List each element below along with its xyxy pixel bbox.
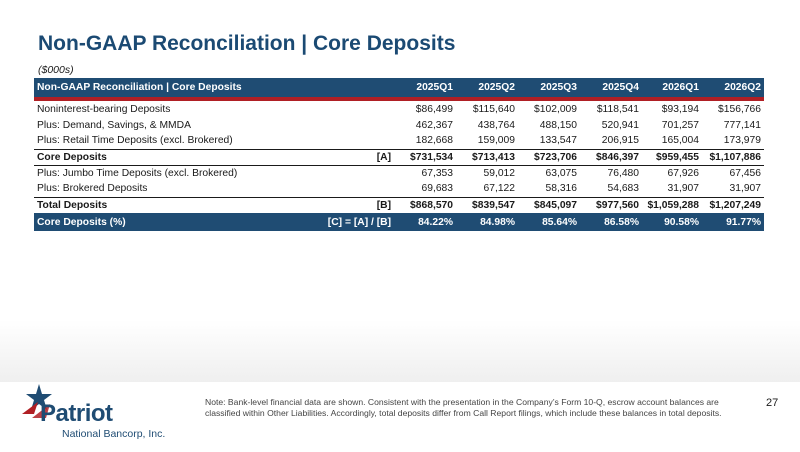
logo-wordmark: Patriot xyxy=(40,400,113,427)
header-cell-2025q4: 2025Q4 xyxy=(580,78,642,97)
table-cell: $977,560 xyxy=(580,196,642,213)
row-ref: [C] = [A] / [B] xyxy=(284,213,394,231)
table-cell: 701,257 xyxy=(661,119,699,131)
table-cell: $102,009 xyxy=(534,103,577,115)
row-ref xyxy=(284,181,394,197)
table-row-core-deposits-pct: Core Deposits (%) [C] = [A] / [B] 84.22%… xyxy=(34,213,764,231)
table-cell: 76,480 xyxy=(607,167,640,179)
table-cell: $845,097 xyxy=(518,196,580,213)
table-row-total-deposits: Total Deposits [B] $868,570 $839,547 $84… xyxy=(34,196,764,213)
table-row: Plus: Jumbo Time Deposits (excl. Brokere… xyxy=(34,165,764,181)
table-cell: 67,122 xyxy=(483,183,516,195)
header-cell-2025q3: 2025Q3 xyxy=(518,78,580,97)
table-cell: 438,764 xyxy=(477,119,515,131)
table-cell: 85.64% xyxy=(518,213,580,231)
table-cell: $115,640 xyxy=(472,103,515,115)
table-cell: 159,009 xyxy=(477,135,515,147)
footnote: Note: Bank-level financial data are show… xyxy=(205,397,722,418)
table-cell: 91.77% xyxy=(702,213,764,231)
table-cell: $713,413 xyxy=(456,148,518,166)
table-row-core-deposits: Core Deposits [A] $731,534 $713,413 $723… xyxy=(34,148,764,166)
footer-gradient-band xyxy=(0,320,800,382)
table-cell: 67,926 xyxy=(667,167,700,179)
table-cell: 63,075 xyxy=(545,167,578,179)
table-cell: 84.98% xyxy=(456,213,518,231)
row-label: Plus: Jumbo Time Deposits (excl. Brokere… xyxy=(37,167,238,179)
table-header-row: Non-GAAP Reconciliation | Core Deposits … xyxy=(34,78,764,97)
table-cell: 462,367 xyxy=(415,119,453,131)
table-cell: $731,534 xyxy=(394,148,456,166)
table-cell: 173,979 xyxy=(723,135,761,147)
table-cell: $86,499 xyxy=(415,103,453,115)
table-cell: 31,907 xyxy=(667,183,700,195)
reconciliation-table: Non-GAAP Reconciliation | Core Deposits … xyxy=(34,78,764,231)
table-row: Plus: Retail Time Deposits (excl. Broker… xyxy=(34,133,764,149)
table-cell: $1,059,288 xyxy=(642,196,702,213)
header-cell-2025q1: 2025Q1 xyxy=(394,78,456,97)
header-cell-2026q1: 2026Q1 xyxy=(642,78,702,97)
row-label: Total Deposits xyxy=(34,196,284,213)
table-cell: 67,456 xyxy=(729,167,762,179)
table-cell: $1,107,886 xyxy=(702,148,764,166)
row-label: Core Deposits (%) xyxy=(34,213,284,231)
table-cell: 206,915 xyxy=(601,135,639,147)
page-number: 27 xyxy=(766,397,779,409)
table-cell: $959,455 xyxy=(642,148,702,166)
table-cell: $868,570 xyxy=(394,196,456,213)
table-cell: 86.58% xyxy=(580,213,642,231)
table-cell: $118,541 xyxy=(596,103,639,115)
table-cell: 488,150 xyxy=(539,119,577,131)
table-cell: 59,012 xyxy=(483,167,516,179)
table-cell: 58,316 xyxy=(545,183,578,195)
units-label: ($000s) xyxy=(38,64,74,76)
header-cell-label: Non-GAAP Reconciliation | Core Deposits xyxy=(34,78,394,97)
table-cell: $93,194 xyxy=(661,103,699,115)
patriot-star-logo-icon xyxy=(22,384,52,418)
row-ref xyxy=(284,117,394,133)
header-cell-2026q2: 2026Q2 xyxy=(702,78,764,97)
table-cell: 777,141 xyxy=(723,119,761,131)
row-label: Plus: Brokered Deposits xyxy=(37,183,148,195)
table-row: Noninterest-bearing Deposits $86,499 $11… xyxy=(34,101,764,117)
red-divider xyxy=(34,97,764,101)
row-label: Plus: Demand, Savings, & MMDA xyxy=(37,119,191,131)
table-cell: $839,547 xyxy=(456,196,518,213)
table-cell: 133,547 xyxy=(539,135,577,147)
row-ref xyxy=(284,101,394,117)
page-title: Non-GAAP Reconciliation | Core Deposits xyxy=(38,32,456,55)
row-label: Core Deposits xyxy=(34,148,284,166)
row-label: Noninterest-bearing Deposits xyxy=(37,103,171,115)
table-cell: 520,941 xyxy=(601,119,639,131)
header-cell-2025q2: 2025Q2 xyxy=(456,78,518,97)
row-ref: [B] xyxy=(284,196,394,213)
table-cell: $723,706 xyxy=(518,148,580,166)
table-cell: 84.22% xyxy=(394,213,456,231)
table-cell: 90.58% xyxy=(642,213,702,231)
table-cell: 182,668 xyxy=(415,135,453,147)
table-row: Plus: Brokered Deposits 69,683 67,122 58… xyxy=(34,181,764,197)
table-cell: 67,353 xyxy=(421,167,454,179)
table-cell: 54,683 xyxy=(607,183,640,195)
table-row: Plus: Demand, Savings, & MMDA 462,367 43… xyxy=(34,117,764,133)
table-cell: $156,766 xyxy=(718,103,761,115)
table-cell: $846,397 xyxy=(580,148,642,166)
row-ref xyxy=(284,133,394,149)
table-cell: 31,907 xyxy=(729,183,762,195)
row-ref: [A] xyxy=(284,148,394,166)
table-cell: 69,683 xyxy=(421,183,454,195)
row-ref xyxy=(284,165,394,181)
row-label: Plus: Retail Time Deposits (excl. Broker… xyxy=(37,135,233,147)
table-cell: 165,004 xyxy=(661,135,699,147)
table-cell: $1,207,249 xyxy=(702,196,764,213)
logo-subtitle: National Bancorp, Inc. xyxy=(62,428,166,440)
